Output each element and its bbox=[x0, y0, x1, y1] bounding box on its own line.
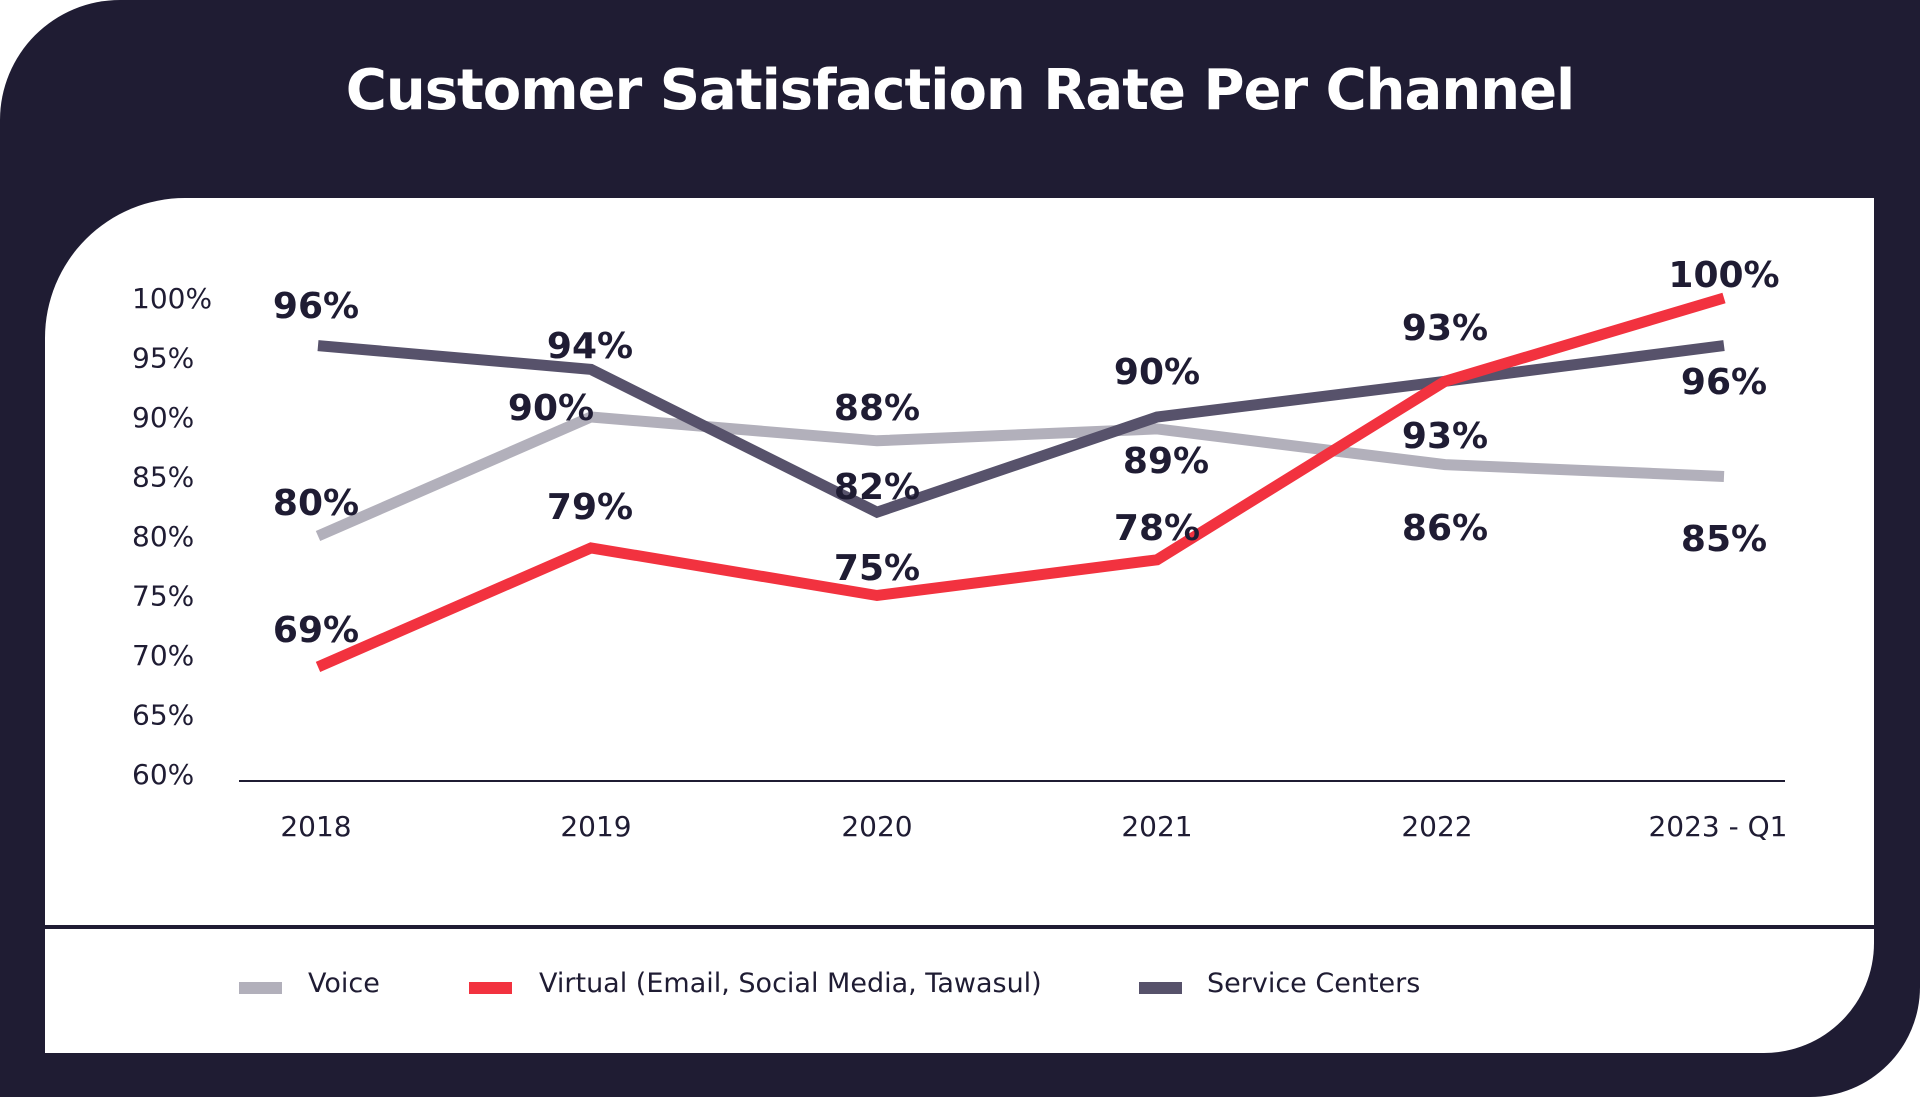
data-label-service-centers: 82% bbox=[834, 467, 920, 508]
data-label-voice: 88% bbox=[834, 388, 920, 429]
legend-label-voice: Voice bbox=[308, 968, 380, 999]
legend-swatch-service-centers bbox=[1139, 982, 1182, 994]
legend-label-service-centers: Service Centers bbox=[1207, 968, 1421, 999]
data-label-virtual: 100% bbox=[1668, 255, 1779, 296]
data-label-voice: 89% bbox=[1123, 441, 1209, 482]
y-tick-label: 80% bbox=[132, 520, 194, 553]
legend-divider bbox=[45, 925, 1874, 929]
data-label-virtual: 75% bbox=[834, 548, 920, 589]
legend-swatch-voice bbox=[239, 982, 282, 994]
series-line-service-centers bbox=[317, 340, 1725, 519]
series-line-virtual bbox=[315, 292, 1726, 672]
legend-label-virtual: Virtual (Email, Social Media, Tawasul) bbox=[539, 968, 1042, 999]
data-label-virtual: 69% bbox=[273, 610, 359, 651]
data-label-voice: 80% bbox=[273, 483, 359, 524]
x-tick-label: 2018 bbox=[280, 810, 351, 843]
y-tick-label: 75% bbox=[132, 580, 194, 613]
legend-swatch-virtual bbox=[469, 982, 512, 994]
data-label-virtual: 79% bbox=[547, 487, 633, 528]
y-tick-label: 100% bbox=[132, 282, 212, 315]
x-tick-label: 2020 bbox=[841, 810, 912, 843]
data-label-service-centers: 96% bbox=[1681, 362, 1767, 403]
x-tick-label: 2019 bbox=[560, 810, 631, 843]
y-tick-label: 95% bbox=[132, 342, 194, 375]
data-label-virtual: 78% bbox=[1114, 508, 1200, 549]
series-line-voice bbox=[315, 411, 1725, 542]
data-label-service-centers: 94% bbox=[547, 326, 633, 367]
data-label-voice: 85% bbox=[1681, 519, 1767, 560]
y-tick-label: 60% bbox=[132, 758, 194, 791]
chart-title: Customer Satisfaction Rate Per Channel bbox=[345, 58, 1576, 123]
data-label-service-centers: 90% bbox=[1114, 352, 1200, 393]
data-label-service-centers: 96% bbox=[273, 286, 359, 327]
data-label-voice: 90% bbox=[508, 388, 594, 429]
y-tick-label: 90% bbox=[132, 401, 194, 434]
data-label-voice: 86% bbox=[1402, 508, 1488, 549]
x-tick-label: 2022 bbox=[1401, 810, 1472, 843]
y-tick-label: 65% bbox=[132, 699, 194, 732]
x-tick-label: 2021 bbox=[1121, 810, 1192, 843]
data-label-service-centers: 93% bbox=[1402, 308, 1488, 349]
y-tick-label: 85% bbox=[132, 461, 194, 494]
y-tick-label: 70% bbox=[132, 639, 194, 672]
x-tick-label: 2023 - Q1 bbox=[1648, 810, 1787, 843]
data-label-virtual: 93% bbox=[1402, 416, 1488, 457]
